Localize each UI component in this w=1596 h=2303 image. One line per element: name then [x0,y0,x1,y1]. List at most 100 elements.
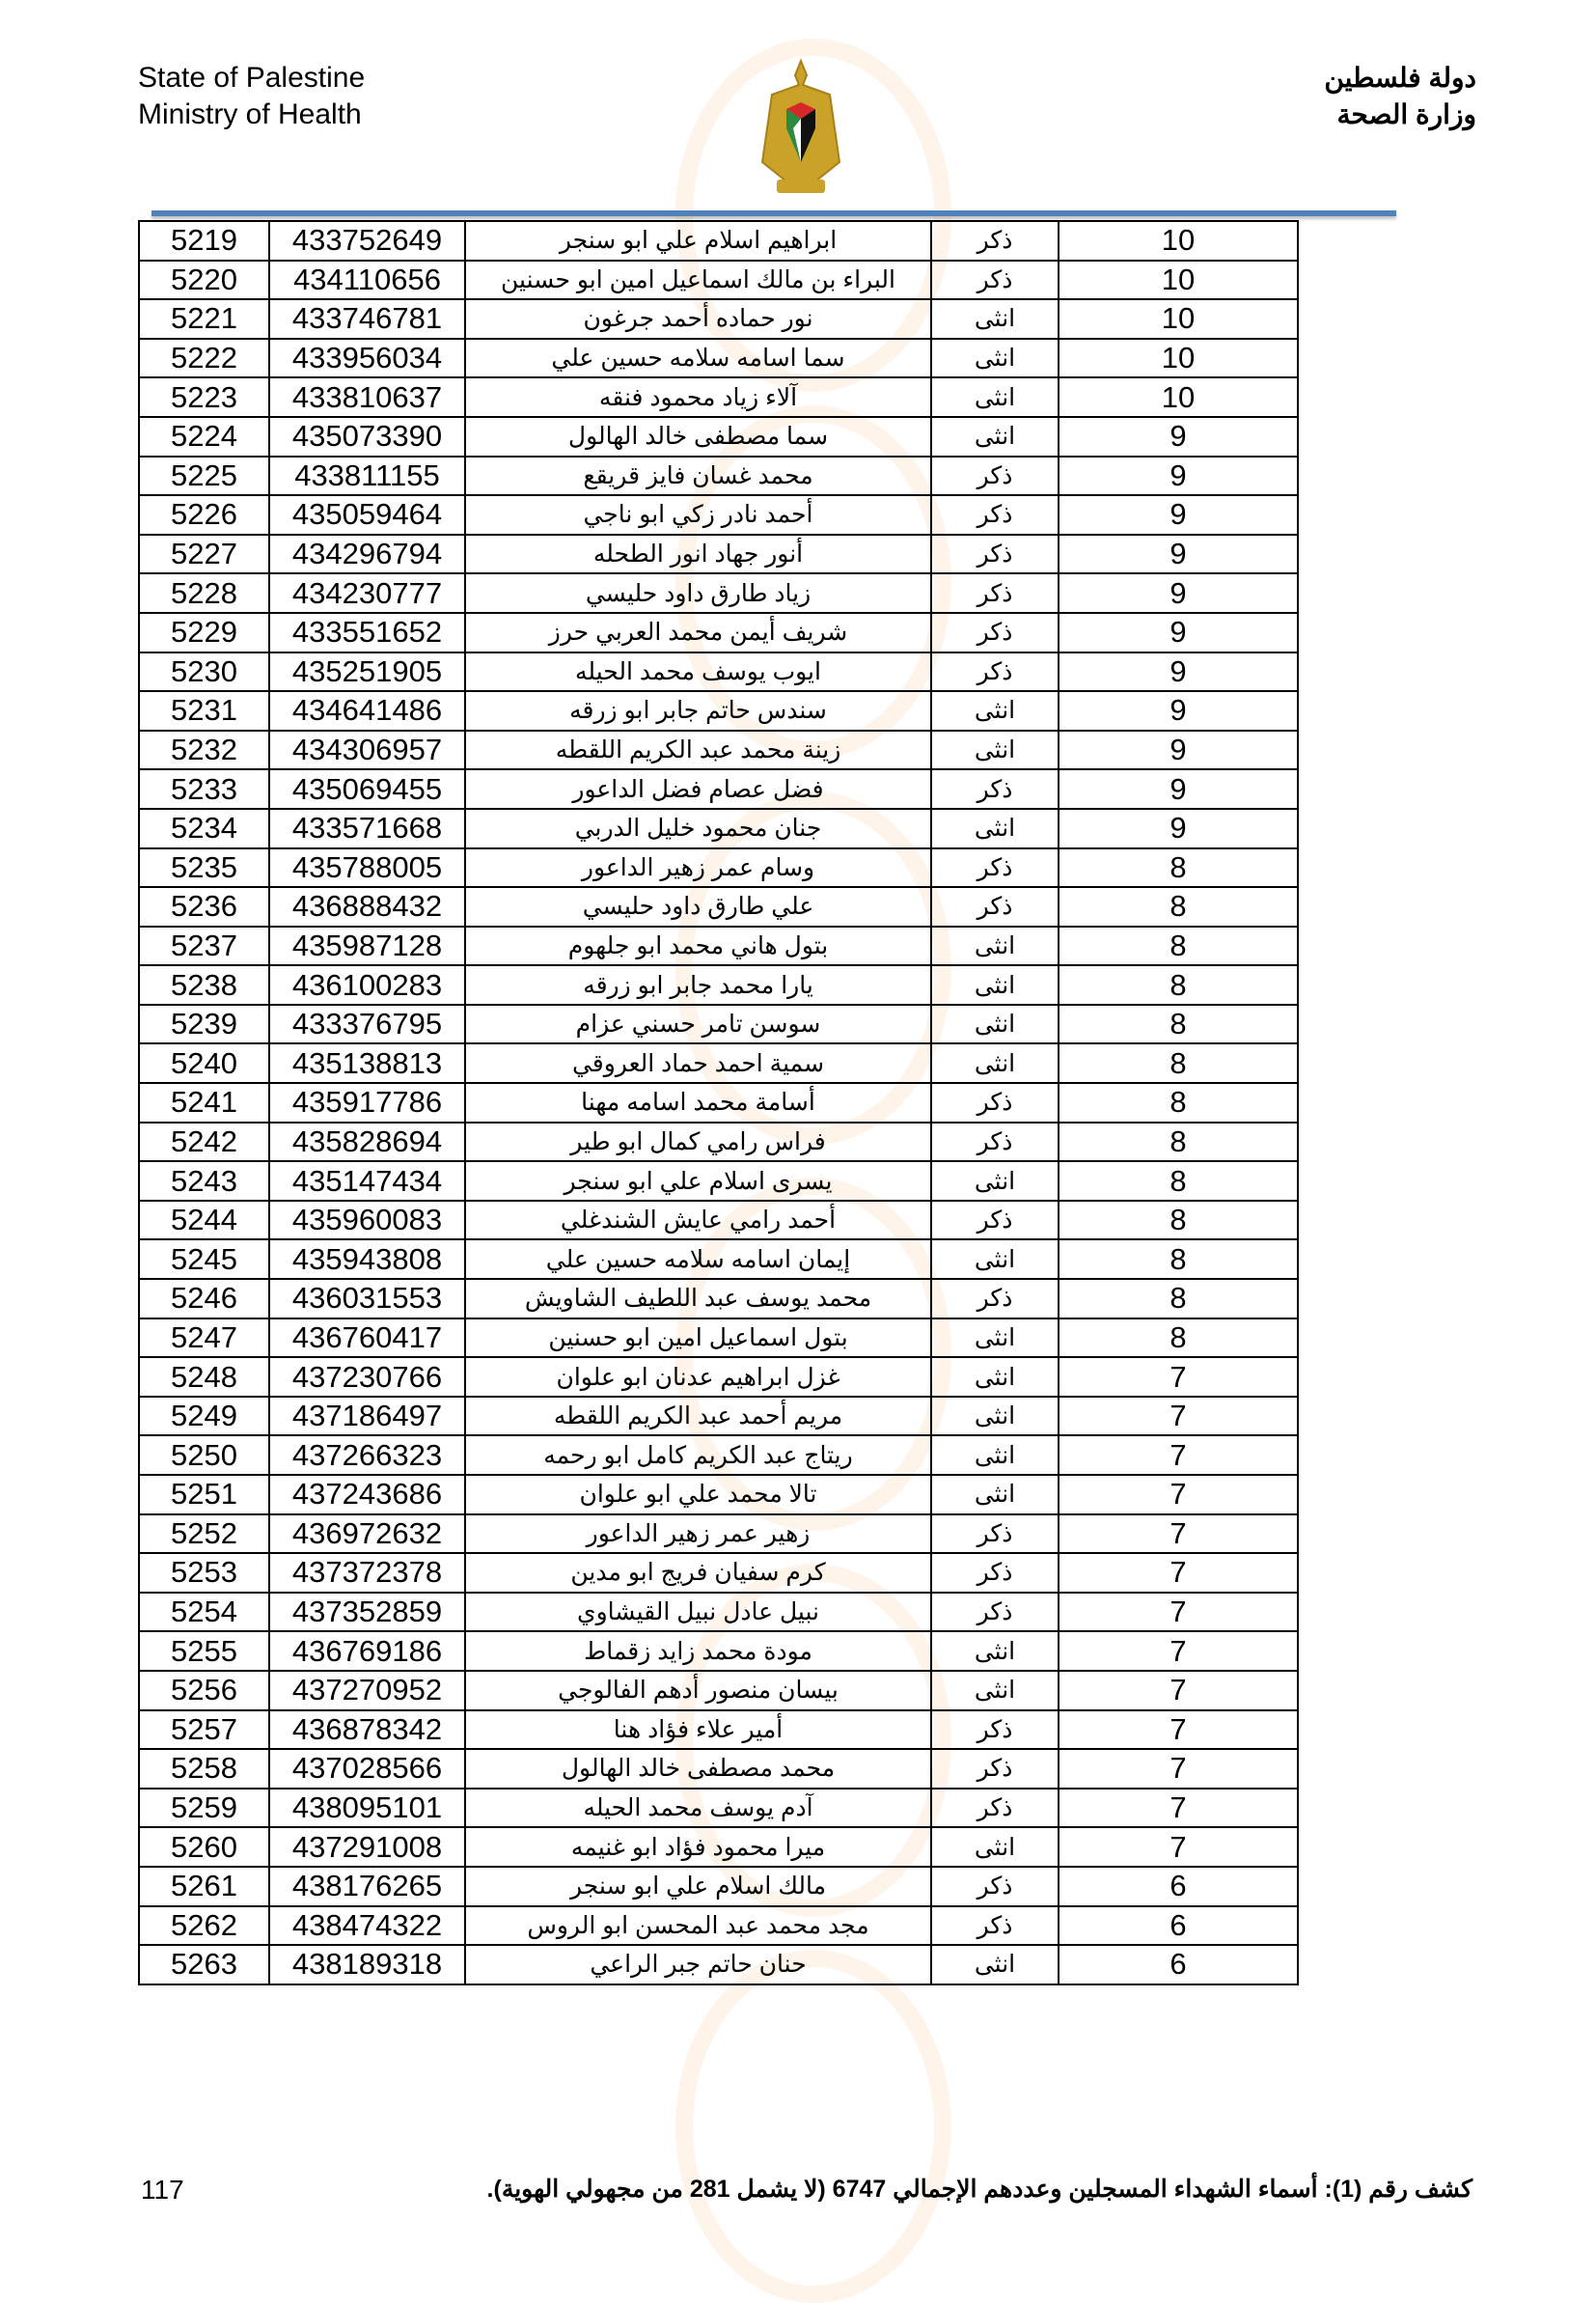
id-number-cell: 438474322 [268,1904,466,1947]
id-number-cell: 434230777 [268,572,466,614]
palestine-eagle-emblem [760,58,841,193]
name-cell: ريتاج عبد الكريم كامل ابو رحمه [464,1434,932,1476]
gender-cell: ذكر [930,1082,1059,1124]
serial-number-cell: 5238 [138,964,270,1006]
id-number-cell: 436100283 [268,964,466,1006]
table-row: 5234 433571668 جنان محمود خليل الدربي انثى 9 [138,807,1299,849]
gender-cell: انثى [930,1669,1059,1711]
name-cell: مودة محمد زايد زقماط [464,1630,932,1672]
gender-cell: انثى [930,1356,1059,1398]
age-cell: 8 [1058,925,1299,967]
serial-number-cell: 5231 [138,690,270,732]
serial-number-cell: 5232 [138,729,270,771]
age-cell: 8 [1058,1199,1299,1241]
table-row: 5238 436100283 يارا محمد جابر ابو زرقه انثى… [138,964,1299,1006]
ministry-name-arabic: وزارة الصحة [1336,99,1476,129]
age-cell: 8 [1058,1317,1299,1359]
name-cell: محمد غسان فايز قريقع [464,455,932,497]
serial-number-cell: 5252 [138,1512,270,1555]
serial-number-cell: 5222 [138,337,270,379]
id-number-cell: 437243686 [268,1474,466,1515]
name-cell: أمير علاء فؤاد هنا [464,1708,932,1751]
martyrs-table: 5219 433752649 ابراهيم اسلام علي ابو سنجر ذ… [138,220,1299,1985]
serial-number-cell: 5255 [138,1630,270,1672]
serial-number-cell: 5223 [138,376,270,418]
table-row: 5257 436878342 أمير علاء فؤاد هنا ذكر 7 [138,1708,1299,1751]
age-cell: 9 [1058,533,1299,575]
age-cell: 10 [1058,337,1299,379]
page-number: 117 [141,2175,184,2205]
footer-note: كشف رقم (1): أسماء الشهداء المسجلين وعدد… [486,2176,1472,2203]
gender-cell: انثى [930,1826,1059,1868]
table-row: 5232 434306957 زينة محمد عبد الكريم اللقطه… [138,729,1299,771]
age-cell: 9 [1058,611,1299,653]
serial-number-cell: 5235 [138,846,270,889]
id-number-cell: 435069455 [268,768,466,810]
gender-cell: انثى [930,1395,1059,1437]
gender-cell: ذكر [930,494,1059,536]
table-row: 5263 438189318 حنان حاتم جبر الراعي انثى 6 [138,1944,1299,1985]
gender-cell: ذكر [930,220,1059,262]
name-cell: البراء بن مالك اسماعيل امين ابو حسنين [464,259,932,301]
gender-cell: ذكر [930,259,1059,301]
serial-number-cell: 5247 [138,1317,270,1359]
gender-cell: ذكر [930,886,1059,928]
gender-cell: انثى [930,925,1059,967]
serial-number-cell: 5243 [138,1160,270,1202]
id-number-cell: 436972632 [268,1512,466,1555]
gender-cell: ذكر [930,846,1059,889]
serial-number-cell: 5242 [138,1121,270,1163]
gender-cell: ذكر [930,1787,1059,1829]
table-row: 5260 437291008 ميرا محمود فؤاد ابو غنيمه ان… [138,1826,1299,1868]
name-cell: نبيل عادل نبيل القيشاوي [464,1591,932,1633]
name-cell: بتول اسماعيل امين ابو حسنين [464,1317,932,1359]
name-cell: زينة محمد عبد الكريم اللقطه [464,729,932,771]
table-row: 5249 437186497 مريم أحمد عبد الكريم اللقطه… [138,1395,1299,1437]
serial-number-cell: 5221 [138,298,270,340]
age-cell: 9 [1058,455,1299,497]
age-cell: 7 [1058,1356,1299,1398]
serial-number-cell: 5257 [138,1708,270,1751]
serial-number-cell: 5233 [138,768,270,810]
age-cell: 10 [1058,220,1299,262]
age-cell: 6 [1058,1944,1299,1985]
name-cell: سمية احمد حماد العروقي [464,1042,932,1085]
name-cell: بتول هاني محمد ابو جلهوم [464,925,932,967]
table-row: 5222 433956034 سما اسامه سلامه حسين علي انث… [138,337,1299,379]
age-cell: 10 [1058,259,1299,301]
id-number-cell: 437291008 [268,1826,466,1868]
serial-number-cell: 5240 [138,1042,270,1085]
age-cell: 7 [1058,1512,1299,1555]
gender-cell: انثى [930,1042,1059,1085]
age-cell: 7 [1058,1591,1299,1633]
age-cell: 7 [1058,1552,1299,1594]
id-number-cell: 437352859 [268,1591,466,1633]
id-number-cell: 437270952 [268,1669,466,1711]
gender-cell: ذكر [930,1904,1059,1947]
id-number-cell: 435251905 [268,651,466,693]
age-cell: 7 [1058,1669,1299,1711]
name-cell: محمد يوسف عبد اللطيف الشاويش [464,1278,932,1319]
id-number-cell: 437230766 [268,1356,466,1398]
name-cell: علي طارق داود حليسي [464,886,932,928]
age-cell: 6 [1058,1904,1299,1947]
id-number-cell: 434306957 [268,729,466,771]
id-number-cell: 437266323 [268,1434,466,1476]
id-number-cell: 434641486 [268,690,466,732]
table-row: 5258 437028566 محمد مصطفى خالد الهالول ذكر 7 [138,1748,1299,1790]
age-cell: 7 [1058,1395,1299,1437]
id-number-cell: 435788005 [268,846,466,889]
serial-number-cell: 5234 [138,807,270,849]
gender-cell: ذكر [930,1708,1059,1751]
gender-cell: انثى [930,1317,1059,1359]
gender-cell: انثى [930,807,1059,849]
name-cell: نور حماده أحمد جرغون [464,298,932,340]
gender-cell: انثى [930,1630,1059,1672]
gender-cell: ذكر [930,533,1059,575]
gender-cell: ذكر [930,1512,1059,1555]
serial-number-cell: 5261 [138,1865,270,1907]
serial-number-cell: 5253 [138,1552,270,1594]
table-row: 5235 435788005 وسام عمر زهير الداعور ذكر 8 [138,846,1299,889]
table-row: 5251 437243686 تالا محمد علي ابو علوان انثى… [138,1474,1299,1515]
age-cell: 9 [1058,415,1299,458]
